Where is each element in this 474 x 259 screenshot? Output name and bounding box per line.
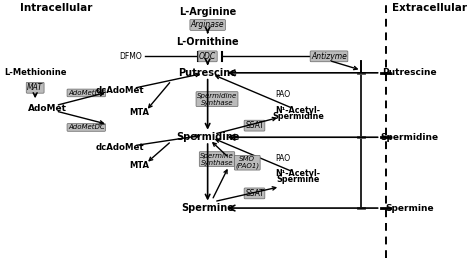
Text: Spermine: Spermine <box>386 204 434 213</box>
Text: MTA: MTA <box>129 108 149 117</box>
Text: Spermidine
Synthase: Spermidine Synthase <box>197 92 237 106</box>
Text: dcAdoMet: dcAdoMet <box>96 86 145 95</box>
Text: Intracellular: Intracellular <box>20 3 92 13</box>
Text: L-Ornithine: L-Ornithine <box>176 37 239 47</box>
Text: Putrescine: Putrescine <box>178 68 237 78</box>
Text: dcAdoMet: dcAdoMet <box>96 143 145 152</box>
Text: Spermine: Spermine <box>181 203 234 213</box>
Text: Spermine
Synthase: Spermine Synthase <box>200 153 234 166</box>
Text: SMO
(PAO1): SMO (PAO1) <box>235 156 259 169</box>
Text: Antizyme: Antizyme <box>311 52 347 61</box>
Text: L-Arginine: L-Arginine <box>179 7 236 17</box>
Text: Arginase: Arginase <box>191 20 225 30</box>
Text: AdoMetDC: AdoMetDC <box>68 124 105 131</box>
Text: Spermidine: Spermidine <box>381 133 439 142</box>
Text: AdoMetDC: AdoMetDC <box>68 90 105 96</box>
Text: MTA: MTA <box>129 161 149 170</box>
Text: AdoMet: AdoMet <box>28 104 67 113</box>
Text: Spermine: Spermine <box>276 176 319 184</box>
Text: L-Methionine: L-Methionine <box>4 68 66 77</box>
Text: Extracellular: Extracellular <box>392 3 467 13</box>
Text: Spermidine: Spermidine <box>176 132 239 142</box>
Text: SSAT: SSAT <box>245 189 264 198</box>
Text: ODC: ODC <box>199 52 216 61</box>
Text: MAT: MAT <box>27 83 43 92</box>
Text: Spermidine: Spermidine <box>272 112 324 121</box>
Text: SSAT: SSAT <box>245 121 264 130</box>
Text: Putrescine: Putrescine <box>383 68 437 77</box>
Text: DFMO: DFMO <box>119 52 142 61</box>
Text: PAO: PAO <box>275 90 290 99</box>
Text: N¹-Acetyl-: N¹-Acetyl- <box>275 169 320 178</box>
Text: N¹-Acetyl-: N¹-Acetyl- <box>275 106 320 115</box>
Text: PAO: PAO <box>275 154 290 163</box>
